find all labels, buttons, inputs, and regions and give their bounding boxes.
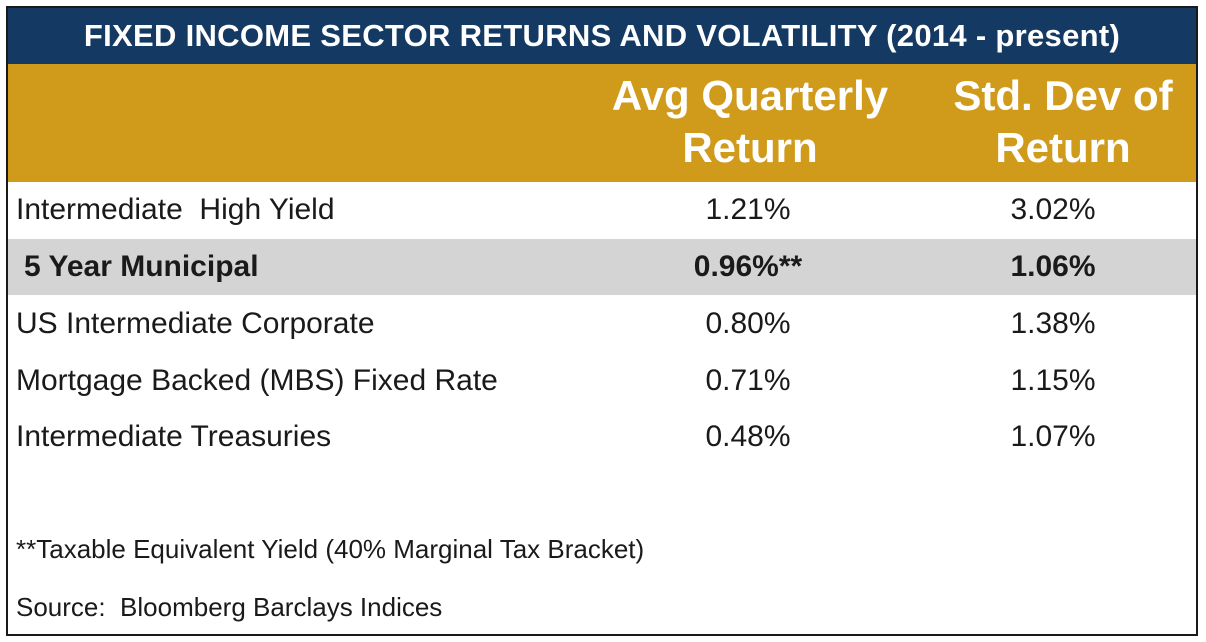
row-label: US Intermediate Corporate [16, 307, 375, 340]
row-avg-return: 0.48% [705, 420, 791, 453]
row-label: 5 Year Municipal [24, 250, 259, 283]
table-row: Intermediate Treasuries 0.48% 1.07% [8, 409, 1196, 465]
column-header-std-dev: Std. Dev of Return [913, 70, 1206, 174]
column-header-std-dev-line2: Return [995, 124, 1131, 171]
table-frame: FIXED INCOME SECTOR RETURNS AND VOLATILI… [6, 6, 1198, 636]
row-label: Intermediate High Yield [16, 193, 335, 226]
footnote-source: Source: Bloomberg Barclays Indices [16, 592, 443, 622]
table-row: US Intermediate Corporate 0.80% 1.38% [8, 296, 1196, 352]
table-title: FIXED INCOME SECTOR RETURNS AND VOLATILI… [8, 8, 1196, 64]
row-avg-return: 0.80% [705, 307, 791, 340]
column-header-avg-return: Avg Quarterly Return [590, 70, 910, 174]
table-row: Mortgage Backed (MBS) Fixed Rate 0.71% 1… [8, 353, 1196, 409]
table-row-highlighted: 5 Year Municipal 0.96%** 1.06% [8, 239, 1196, 295]
row-std-dev: 1.38% [1010, 307, 1096, 340]
column-header-bar: Avg Quarterly Return Std. Dev of Return [8, 64, 1196, 182]
row-std-dev: 1.06% [1010, 250, 1096, 283]
row-avg-return: 1.21% [705, 193, 791, 226]
row-label: Intermediate Treasuries [16, 420, 332, 453]
column-header-std-dev-line1: Std. Dev of [953, 72, 1173, 119]
row-std-dev: 3.02% [1010, 193, 1096, 226]
row-avg-return: 0.96%** [693, 250, 803, 283]
row-std-dev: 1.07% [1010, 420, 1096, 453]
column-header-avg-return-line1: Avg Quarterly [611, 72, 889, 119]
footnote-taxable-equivalent: **Taxable Equivalent Yield (40% Marginal… [16, 534, 645, 564]
row-avg-return: 0.71% [705, 364, 791, 397]
row-label: Mortgage Backed (MBS) Fixed Rate [16, 364, 498, 397]
table-row: Intermediate High Yield 1.21% 3.02% [8, 182, 1196, 238]
row-std-dev: 1.15% [1010, 364, 1096, 397]
column-header-avg-return-line2: Return [682, 124, 818, 171]
